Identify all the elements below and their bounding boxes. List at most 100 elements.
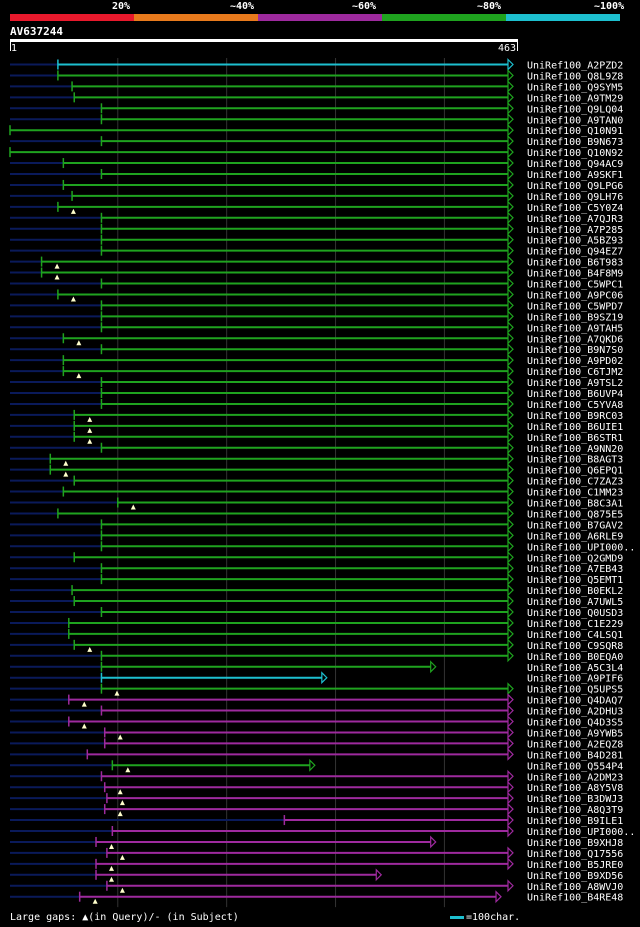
hit-label[interactable]: UniRef100_Q10N91 — [527, 126, 623, 137]
hit-label[interactable]: UniRef100_C6TJM2 — [527, 367, 623, 378]
hit-label[interactable]: UniRef100_Q9LH76 — [527, 192, 623, 203]
hit-label[interactable]: UniRef100_A2EQZ8 — [527, 739, 623, 750]
hit-label[interactable]: UniRef100_Q554P4 — [527, 761, 623, 772]
hit-label[interactable]: UniRef100_A2PZD2 — [527, 61, 623, 72]
hit-label[interactable]: UniRef100_A9TAN0 — [527, 115, 623, 126]
scale-text: =100char. — [466, 912, 521, 923]
hit-label[interactable]: UniRef100_B6T983 — [527, 258, 623, 269]
hit-label[interactable]: UniRef100_A7QJR3 — [527, 214, 623, 225]
hit-arrow — [507, 561, 514, 575]
hit-label[interactable]: UniRef100_A8WVJ0 — [527, 882, 623, 893]
hit-label[interactable]: UniRef100_A6RLE9 — [527, 531, 623, 542]
hit-arrow — [507, 331, 514, 345]
hit-label[interactable]: UniRef100_A9PIF6 — [527, 674, 623, 685]
hit-label[interactable]: UniRef100_A5C3L4 — [527, 663, 623, 674]
hit-label[interactable]: UniRef100_B9RC03 — [527, 411, 623, 422]
hit-label[interactable]: UniRef100_Q8L9Z8 — [527, 71, 623, 82]
hit-label[interactable]: UniRef100_A9TAH5 — [527, 323, 623, 334]
legend-bin-1 — [10, 14, 134, 21]
hit-label[interactable]: UniRef100_Q5EMT1 — [527, 575, 623, 586]
hit-label[interactable]: UniRef100_Q9LPG6 — [527, 181, 623, 192]
hit-label[interactable]: UniRef100_B4RE48 — [527, 893, 623, 904]
hit-arrow — [507, 342, 514, 356]
hit-arrow — [507, 791, 514, 805]
hit-label[interactable]: UniRef100_B8AGT3 — [527, 455, 623, 466]
hit-label[interactable]: UniRef100_B6STR1 — [527, 433, 623, 444]
hit-label[interactable]: UniRef100_A9NN20 — [527, 444, 623, 455]
query-gap-marker — [87, 427, 93, 433]
hit-label[interactable]: UniRef100_Q875E5 — [527, 509, 623, 520]
hit-label[interactable]: UniRef100_A7UWL5 — [527, 597, 623, 608]
hit-label[interactable]: UniRef100_A7EB43 — [527, 564, 623, 575]
hit-label[interactable]: UniRef100_A9TM29 — [527, 93, 623, 104]
hit-label[interactable]: UniRef100_Q10N92 — [527, 148, 623, 159]
hit-arrow — [507, 123, 514, 137]
hit-arrow — [507, 397, 514, 411]
hit-label[interactable]: UniRef100_B6UIE1 — [527, 422, 623, 433]
hit-label[interactable]: UniRef100_C5WPC1 — [527, 280, 623, 291]
hit-label[interactable]: UniRef100_A8Q3T9 — [527, 805, 623, 816]
hit-label[interactable]: UniRef100_A9TSL2 — [527, 378, 623, 389]
hit-label[interactable]: UniRef100_B9N673 — [527, 137, 623, 148]
hit-label[interactable]: UniRef100_C5YVA8 — [527, 400, 623, 411]
hit-label[interactable]: UniRef100_B6UVP4 — [527, 389, 623, 400]
hit-label[interactable]: UniRef100_A9SKF1 — [527, 170, 623, 181]
hit-label[interactable]: UniRef100_A2DM23 — [527, 772, 623, 783]
hit-label[interactable]: UniRef100_UPI000.. — [527, 542, 635, 553]
hit-label[interactable]: UniRef100_Q4D3S5 — [527, 718, 623, 729]
hit-label[interactable]: UniRef100_Q2GMD9 — [527, 553, 623, 564]
hit-label[interactable]: UniRef100_B4F8M9 — [527, 269, 623, 280]
hit-label[interactable]: UniRef100_B9SZ19 — [527, 312, 623, 323]
hit-label[interactable]: UniRef100_A8Y5V8 — [527, 783, 623, 794]
hit-arrow — [507, 211, 514, 225]
hit-label[interactable]: UniRef100_A9PC06 — [527, 290, 623, 301]
hit-label[interactable]: UniRef100_B5JRE0 — [527, 860, 623, 871]
hit-label[interactable]: UniRef100_A9YWB5 — [527, 728, 623, 739]
hit-arrow — [495, 890, 502, 904]
hit-arrow — [507, 178, 514, 192]
hit-label[interactable]: UniRef100_C1MM23 — [527, 488, 623, 499]
hit-label[interactable]: UniRef100_B9ILE1 — [527, 816, 623, 827]
hit-label[interactable]: UniRef100_A2DHU3 — [527, 707, 623, 718]
hit-label[interactable]: UniRef100_Q6EPQ1 — [527, 466, 623, 477]
hit-label[interactable]: UniRef100_C4LSQ1 — [527, 630, 623, 641]
hit-label[interactable]: UniRef100_B0EQA0 — [527, 652, 623, 663]
hit-label[interactable]: UniRef100_A5BZ93 — [527, 236, 623, 247]
hit-label[interactable]: UniRef100_B3DWJ3 — [527, 794, 623, 805]
hit-label[interactable]: UniRef100_B8C3A1 — [527, 499, 623, 510]
hit-label[interactable]: UniRef100_Q5UPS5 — [527, 685, 623, 696]
hit-label[interactable]: UniRef100_Q94EZ7 — [527, 247, 623, 258]
hit-arrow — [321, 671, 328, 685]
hit-arrow — [507, 693, 514, 707]
hit-label[interactable]: UniRef100_B0EKL2 — [527, 586, 623, 597]
hit-arrow — [507, 112, 514, 126]
hit-label[interactable]: UniRef100_Q0USD3 — [527, 608, 623, 619]
hit-label[interactable]: UniRef100_Q9LQ04 — [527, 104, 623, 115]
hit-label[interactable]: UniRef100_C5WPD7 — [527, 301, 623, 312]
query-gap-marker — [119, 887, 125, 893]
hit-label[interactable]: UniRef100_Q94AC9 — [527, 159, 623, 170]
hit-label[interactable]: UniRef100_Q9SYM5 — [527, 82, 623, 93]
hit-arrow — [507, 69, 514, 82]
hit-label[interactable]: UniRef100_Q4DAQ7 — [527, 696, 623, 707]
hit-arrow — [507, 638, 514, 652]
hit-label[interactable]: UniRef100_B9XD56 — [527, 871, 623, 882]
hit-arrow — [507, 266, 514, 279]
hit-label[interactable]: UniRef100_B9XHJ8 — [527, 838, 623, 849]
query-gap-marker — [130, 504, 136, 510]
hit-label[interactable]: UniRef100_Q17556 — [527, 849, 623, 860]
hit-label[interactable]: UniRef100_C1E229 — [527, 619, 623, 630]
hit-label[interactable]: UniRef100_A7QKD6 — [527, 334, 623, 345]
hit-arrow — [507, 430, 514, 444]
hit-label[interactable]: UniRef100_C7ZAZ3 — [527, 477, 623, 488]
hit-label[interactable]: UniRef100_A9PD02 — [527, 356, 623, 367]
hit-arrow — [507, 572, 514, 586]
legend-bin-5 — [506, 14, 620, 21]
hit-label[interactable]: UniRef100_B4D281 — [527, 750, 623, 761]
hit-label[interactable]: UniRef100_C5Y0Z4 — [527, 203, 623, 214]
hit-label[interactable]: UniRef100_A7P285 — [527, 225, 623, 236]
hit-label[interactable]: UniRef100_B9N7S0 — [527, 345, 623, 356]
hit-label[interactable]: UniRef100_C9SQR8 — [527, 641, 623, 652]
hit-label[interactable]: UniRef100_UPI000.. — [527, 827, 635, 838]
hit-label[interactable]: UniRef100_B7GAV2 — [527, 520, 623, 531]
